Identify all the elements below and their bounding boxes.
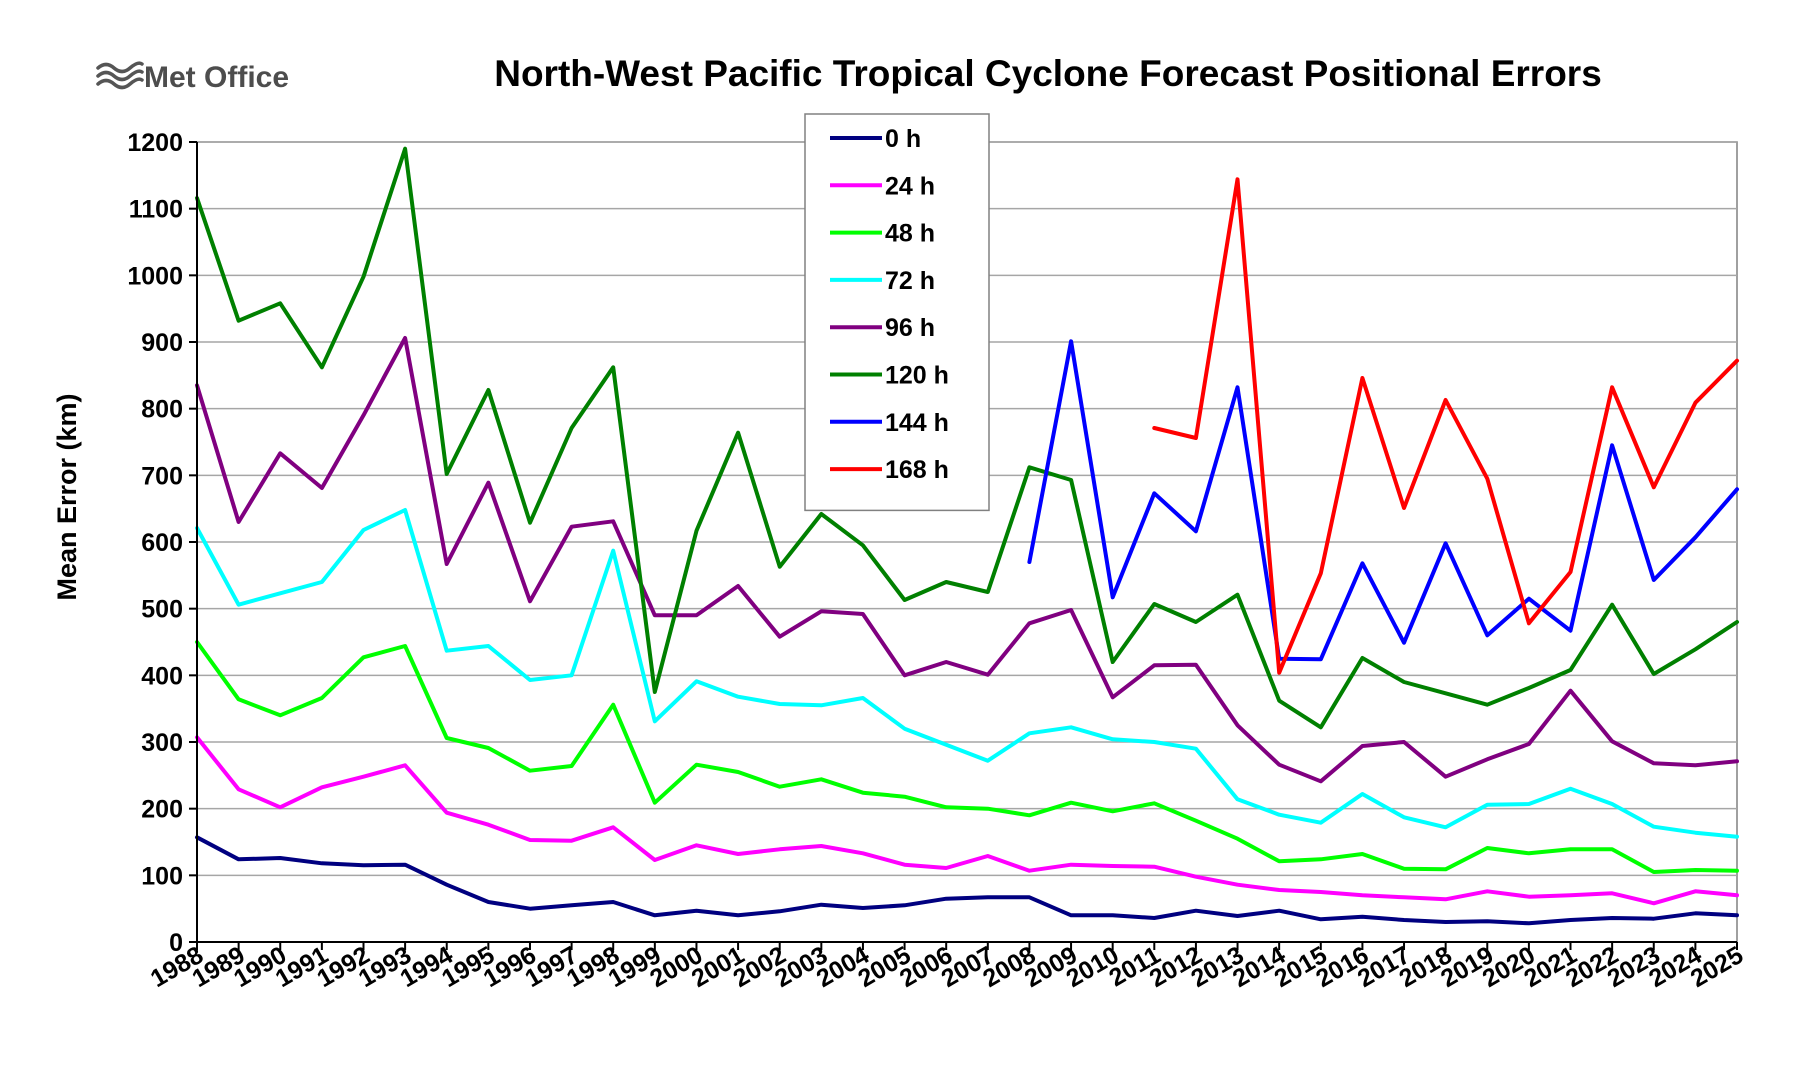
legend-label: 144 h bbox=[885, 409, 949, 437]
y-tick-label: 400 bbox=[141, 662, 183, 690]
series-line-0h bbox=[195, 835, 1739, 926]
y-axis-title: Mean Error (km) bbox=[52, 393, 82, 600]
chart-title: North-West Pacific Tropical Cyclone Fore… bbox=[494, 53, 1602, 94]
legend-label: 48 h bbox=[885, 220, 935, 248]
y-tick-label: 700 bbox=[141, 462, 183, 490]
y-tick-label: 600 bbox=[141, 529, 183, 557]
legend-label: 96 h bbox=[885, 314, 935, 342]
series-line-72h bbox=[195, 508, 1739, 839]
met-office-logo-icon bbox=[96, 61, 144, 90]
y-tick-label: 200 bbox=[141, 796, 183, 824]
series-line-96h bbox=[195, 336, 1739, 784]
legend-box bbox=[804, 113, 990, 512]
legend-label: 168 h bbox=[885, 456, 949, 484]
y-tick-label: 1200 bbox=[127, 129, 183, 157]
series-line-144h bbox=[1027, 339, 1739, 662]
y-tick-label: 500 bbox=[141, 596, 183, 624]
legend-label: 120 h bbox=[885, 362, 949, 390]
y-tick-label: 100 bbox=[141, 862, 183, 890]
axis-layer: 0 100 200 300 400 500 600 700 800 900 1000 1100 1200… bbox=[127, 129, 1748, 993]
legend-label: 24 h bbox=[885, 172, 935, 200]
met-office-logo-text: Met Office bbox=[144, 61, 289, 94]
y-tick-label: 1100 bbox=[129, 196, 183, 224]
legend-label: 0 h bbox=[885, 125, 921, 153]
y-tick-label: 300 bbox=[141, 729, 183, 757]
met-office-logo: Met Office bbox=[96, 61, 289, 94]
y-tick-label: 900 bbox=[141, 329, 183, 357]
y-tick-label: 1000 bbox=[127, 262, 183, 290]
legend-label: 72 h bbox=[885, 267, 935, 295]
series-line-120h bbox=[195, 146, 1739, 730]
series-line-168h bbox=[1152, 177, 1739, 675]
legend: 0 h 24 h 48 h 72 h 96 h 120 h 144 h 168 h bbox=[804, 113, 990, 512]
y-tick-label: 0 bbox=[169, 929, 183, 957]
series-line-24h bbox=[195, 735, 1739, 906]
series-line-48h bbox=[195, 640, 1739, 874]
y-tick-label: 800 bbox=[141, 396, 183, 424]
series-layer bbox=[195, 146, 1739, 926]
